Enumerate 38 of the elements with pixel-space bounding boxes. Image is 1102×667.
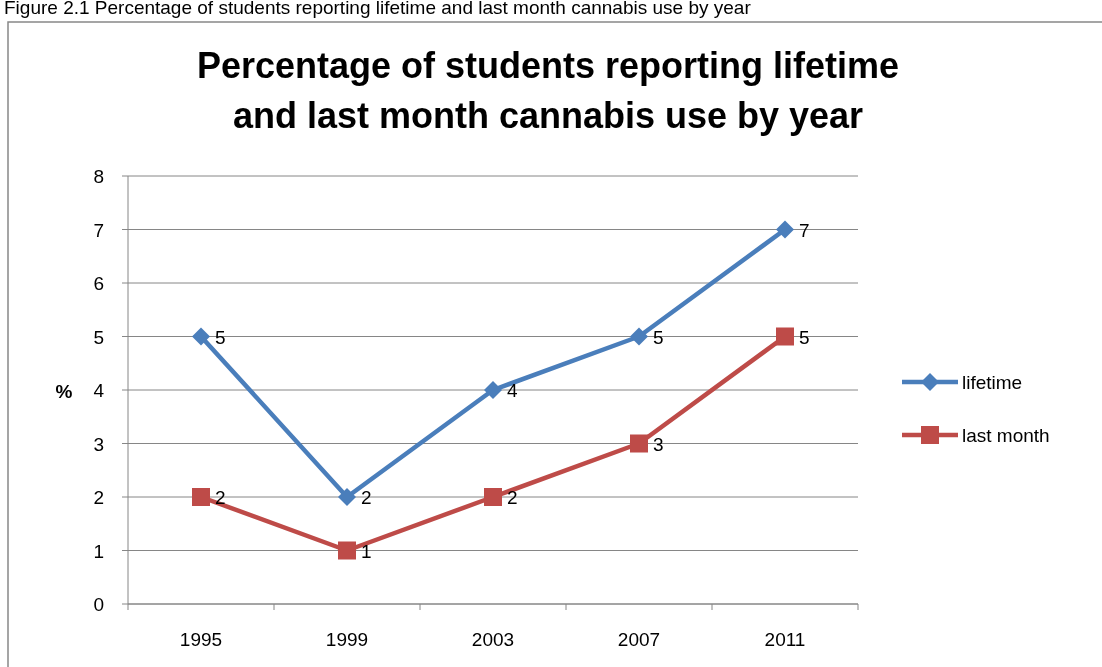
point	[192, 488, 210, 506]
x-tick-label: 1995	[179, 629, 223, 650]
caption: Figure 2.1 Percentage of students reporting lifetime and last month cannabis use by year	[4, 0, 752, 18]
data-label: 1	[361, 540, 372, 562]
y-tick-label: 5	[93, 326, 104, 348]
y-tick-label: 8	[93, 166, 104, 187]
x-tick-label: 2003	[471, 629, 515, 650]
legend-label: last month	[962, 425, 1050, 446]
y-tick-label: 1	[93, 540, 104, 562]
data-label: 5	[799, 326, 810, 348]
point	[630, 434, 648, 453]
data-label: 2	[507, 487, 518, 508]
data-label: 3	[653, 433, 664, 455]
data-label: 5	[215, 326, 226, 348]
y-tick-label: 7	[93, 219, 104, 241]
x-tick-label: 1999	[325, 629, 369, 650]
legend-label: lifetime	[962, 372, 1023, 393]
point	[338, 541, 356, 560]
y-tick-label: 6	[93, 273, 104, 294]
point	[776, 327, 794, 346]
x-tick-label: 2011	[764, 629, 806, 650]
y-axis-title: %	[55, 381, 73, 402]
data-label: 4	[507, 380, 518, 401]
point	[630, 327, 648, 346]
point	[776, 220, 794, 239]
x-tick-label: 2007	[617, 629, 661, 650]
point	[192, 327, 210, 346]
data-label: 2	[361, 487, 372, 508]
data-label: 5	[653, 326, 664, 348]
y-tick-label: 3	[93, 433, 104, 455]
point	[338, 488, 356, 506]
chart-title: Percentage of students reporting lifetime and last month cannabis use by year	[196, 45, 900, 136]
y-tick-label: 0	[93, 594, 104, 615]
point	[484, 488, 502, 506]
data-label: 7	[799, 219, 810, 241]
y-tick-label: 2	[93, 487, 104, 508]
point	[484, 381, 502, 399]
y-tick-label: 4	[93, 380, 105, 401]
